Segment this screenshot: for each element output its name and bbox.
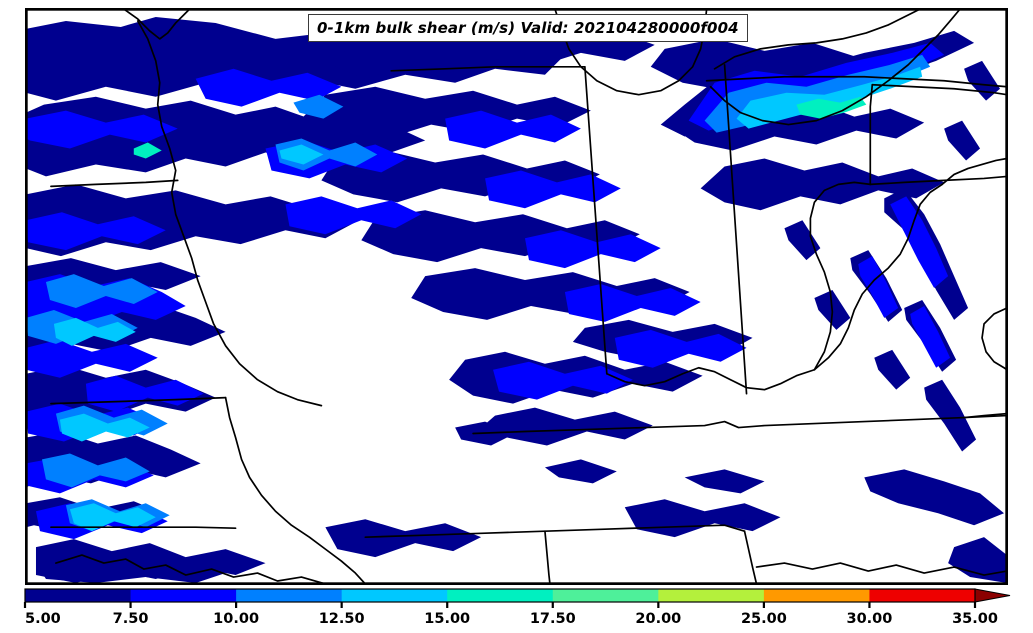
colorbar-segment bbox=[130, 589, 237, 602]
colorbar-tick-label: 35.00 bbox=[952, 611, 998, 627]
colorbar-tick-label: 25.00 bbox=[741, 611, 787, 627]
colorbar-tick-labels: 5.00 7.50 10.00 12.50 15.00 17.50 20.00 25.00 30… bbox=[25, 611, 998, 627]
colorbar-segment bbox=[447, 589, 554, 602]
state-boundaries bbox=[50, 9, 1007, 584]
map-canvas[interactable] bbox=[26, 9, 1007, 584]
colorbar-tick-label: 17.50 bbox=[530, 611, 576, 627]
colorbar-segment bbox=[869, 589, 976, 602]
map-panel[interactable]: 0-1km bulk shear (m/s) Valid: 2021042800… bbox=[25, 8, 1008, 585]
colorbar-segment bbox=[552, 589, 659, 602]
shear-contour-band-00c8ff bbox=[53, 66, 923, 532]
colorbar-tick-label: 20.00 bbox=[635, 611, 681, 627]
colorbar-canvas[interactable]: 5.00 7.50 10.00 12.50 15.00 17.50 20.00 25.00 30… bbox=[0, 585, 1033, 633]
colorbar-tick-label: 7.50 bbox=[113, 611, 149, 627]
colorbar[interactable]: 5.00 7.50 10.00 12.50 15.00 17.50 20.00 25.00 30… bbox=[0, 585, 1033, 633]
colorbar-tick-label: 12.50 bbox=[319, 611, 365, 627]
colorbar-segment bbox=[25, 589, 132, 602]
colorbar-tick-label: 5.00 bbox=[25, 611, 61, 627]
colorbar-segment bbox=[763, 589, 870, 602]
colorbar-segment bbox=[236, 589, 343, 602]
colorbar-ticks bbox=[23, 602, 977, 608]
map-title-text: 0-1km bulk shear (m/s) Valid: 2021042800… bbox=[317, 19, 739, 37]
colorbar-outline bbox=[24, 588, 976, 603]
colorbar-tick-label: 15.00 bbox=[424, 611, 470, 627]
colorbar-segments bbox=[25, 588, 1011, 603]
map-frame bbox=[26, 9, 1007, 584]
colorbar-tick-label: 10.00 bbox=[213, 611, 259, 627]
colorbar-tick-label: 30.00 bbox=[847, 611, 893, 627]
colorbar-extend-max-arrow bbox=[974, 588, 1011, 603]
colorbar-segment bbox=[658, 589, 765, 602]
map-title-box: 0-1km bulk shear (m/s) Valid: 2021042800… bbox=[308, 14, 748, 42]
colorbar-segment bbox=[341, 589, 448, 602]
